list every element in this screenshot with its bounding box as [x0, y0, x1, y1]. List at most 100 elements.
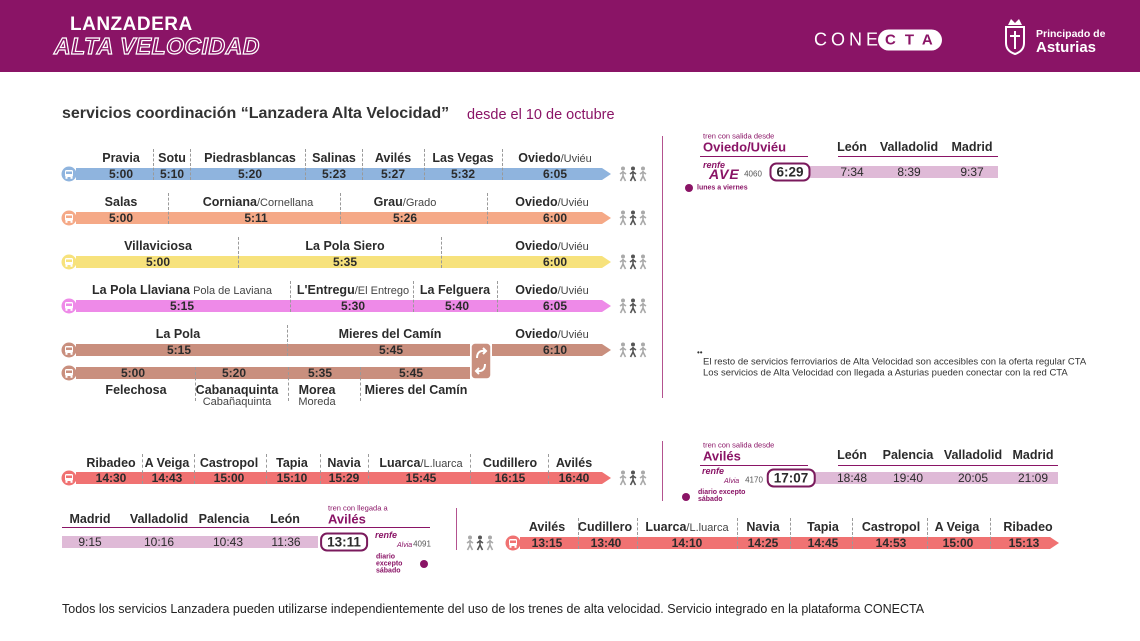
stop-time: 14:53 [875, 536, 907, 550]
train-service: Alvia [724, 478, 740, 485]
stop-time: 5:00 [108, 167, 134, 181]
stop-name: Piedrasblancas [204, 151, 296, 165]
stop-time: 15:10 [276, 471, 308, 485]
rule [700, 156, 808, 157]
bus-icon [505, 535, 521, 551]
note: Los servicios de Alta Velocidad con lleg… [703, 367, 1068, 379]
stop-divider [362, 149, 363, 180]
stop-name-alt: /Cornellana [256, 197, 314, 209]
stop-label: Mieres del Camín [339, 325, 442, 343]
train-service: AVE [709, 166, 740, 182]
stop-time: 5:40 [444, 299, 470, 313]
stop-name: Madrid [69, 512, 111, 526]
stop-name: Avilés [555, 456, 593, 470]
stop-time: 9:15 [78, 535, 102, 549]
stop-time: 21:09 [1017, 471, 1049, 485]
train-bar [808, 166, 998, 178]
stop-label: Oviedo/Uviéu [515, 193, 589, 211]
stop-name-alt: /Grado [402, 197, 437, 209]
stop-name: La Pola Siero [305, 239, 385, 253]
stop-divider [578, 518, 579, 549]
stop-name: A Veiga [144, 456, 190, 470]
conecta-logo: CONE [814, 29, 883, 50]
stop-time: 5:32 [450, 167, 476, 181]
crest [1005, 19, 1025, 55]
stop-label: Grau/Grado [374, 193, 437, 211]
route-bar [76, 168, 611, 180]
train-origin: Oviedo/Uviéu [703, 139, 787, 155]
route-bar [76, 212, 611, 224]
stop-time: 14:25 [747, 536, 779, 550]
header-band [0, 0, 1140, 72]
stop-divider [194, 454, 195, 484]
train-origin: Avilés [703, 448, 741, 464]
stop-name: Morea [298, 383, 336, 397]
train-bar [808, 472, 1058, 484]
stop-divider [548, 454, 549, 484]
stop-time: 13:15 [531, 536, 563, 550]
stop-divider [360, 367, 361, 401]
train-label: tren con salida desde [703, 131, 775, 141]
stop-time: 15:45 [405, 471, 437, 485]
stop-time: 5:26 [392, 211, 418, 225]
bus-icon [61, 365, 77, 381]
stop-label: La Pola Llaviana Pola de Laviana [92, 281, 272, 299]
stop-time: 13:40 [590, 536, 622, 550]
train-number: 4091 [413, 539, 431, 549]
stop-divider [287, 325, 288, 356]
conecta-logo: CTA [878, 29, 942, 51]
footer-note: Todos los servicios Lanzadera pueden uti… [62, 602, 925, 616]
stop-time: 18:48 [836, 471, 868, 485]
train-label: tren con llegada a [328, 503, 388, 513]
stop-time: 8:39 [897, 165, 921, 179]
stop-time: 6:00 [542, 211, 568, 225]
stop-name-alt: /Uviéu [557, 285, 589, 297]
day-dot [685, 184, 693, 192]
stop-time: 5:20 [237, 167, 263, 181]
stop-label: Salas [105, 193, 138, 211]
walk-icon [619, 298, 647, 314]
rule [700, 465, 808, 466]
stop-name: Salinas [312, 151, 356, 165]
stop-label: Salinas [312, 149, 356, 167]
stop-time: 6:05 [542, 299, 568, 313]
walk-icon [619, 210, 647, 226]
stop-time: 5:10 [159, 167, 185, 181]
stop-name: Madrid [1012, 448, 1054, 462]
region-label: Principado de [1036, 28, 1106, 40]
stop-label: La Pola Siero [305, 237, 384, 255]
stop-name-alt: /Uviéu [557, 329, 589, 341]
stop-name: La Felguera [419, 283, 491, 297]
train-service: Alvia [397, 542, 413, 549]
stop-divider [852, 518, 853, 549]
stop-time: 5:15 [166, 343, 192, 357]
train-bar [62, 536, 318, 548]
bus-icon [61, 298, 77, 314]
stop-time: 16:40 [558, 471, 590, 485]
route-bar [76, 472, 611, 484]
stop-label: Tapia [276, 454, 308, 472]
stop-label: Luarca/L.luarca [379, 454, 462, 472]
stop-label: Tapia [807, 518, 839, 536]
stop-name: Oviedo [515, 327, 558, 341]
stop-name: Las Vegas [432, 151, 494, 165]
stop-name-alt: /Uviéu [557, 241, 589, 253]
bus-icon [61, 166, 77, 182]
stop-name: Tapia [276, 456, 308, 470]
train-days: lunes a viernes [697, 184, 748, 192]
train-brand: renfe [702, 466, 725, 476]
separator [662, 136, 663, 398]
stop-divider [413, 281, 414, 312]
bus-icon [61, 342, 77, 358]
stop-divider [238, 237, 239, 268]
stop-time: 5:30 [340, 299, 366, 313]
train-logo: renfe Alvia [702, 466, 746, 490]
stop-label: Cudillero [578, 518, 632, 536]
route-bar [492, 344, 611, 356]
stop-time: 5:27 [380, 167, 406, 181]
stop-divider [790, 518, 791, 549]
stop-name: Cabanaquinta [195, 383, 279, 397]
rule [62, 527, 318, 528]
route-bar [76, 367, 470, 379]
